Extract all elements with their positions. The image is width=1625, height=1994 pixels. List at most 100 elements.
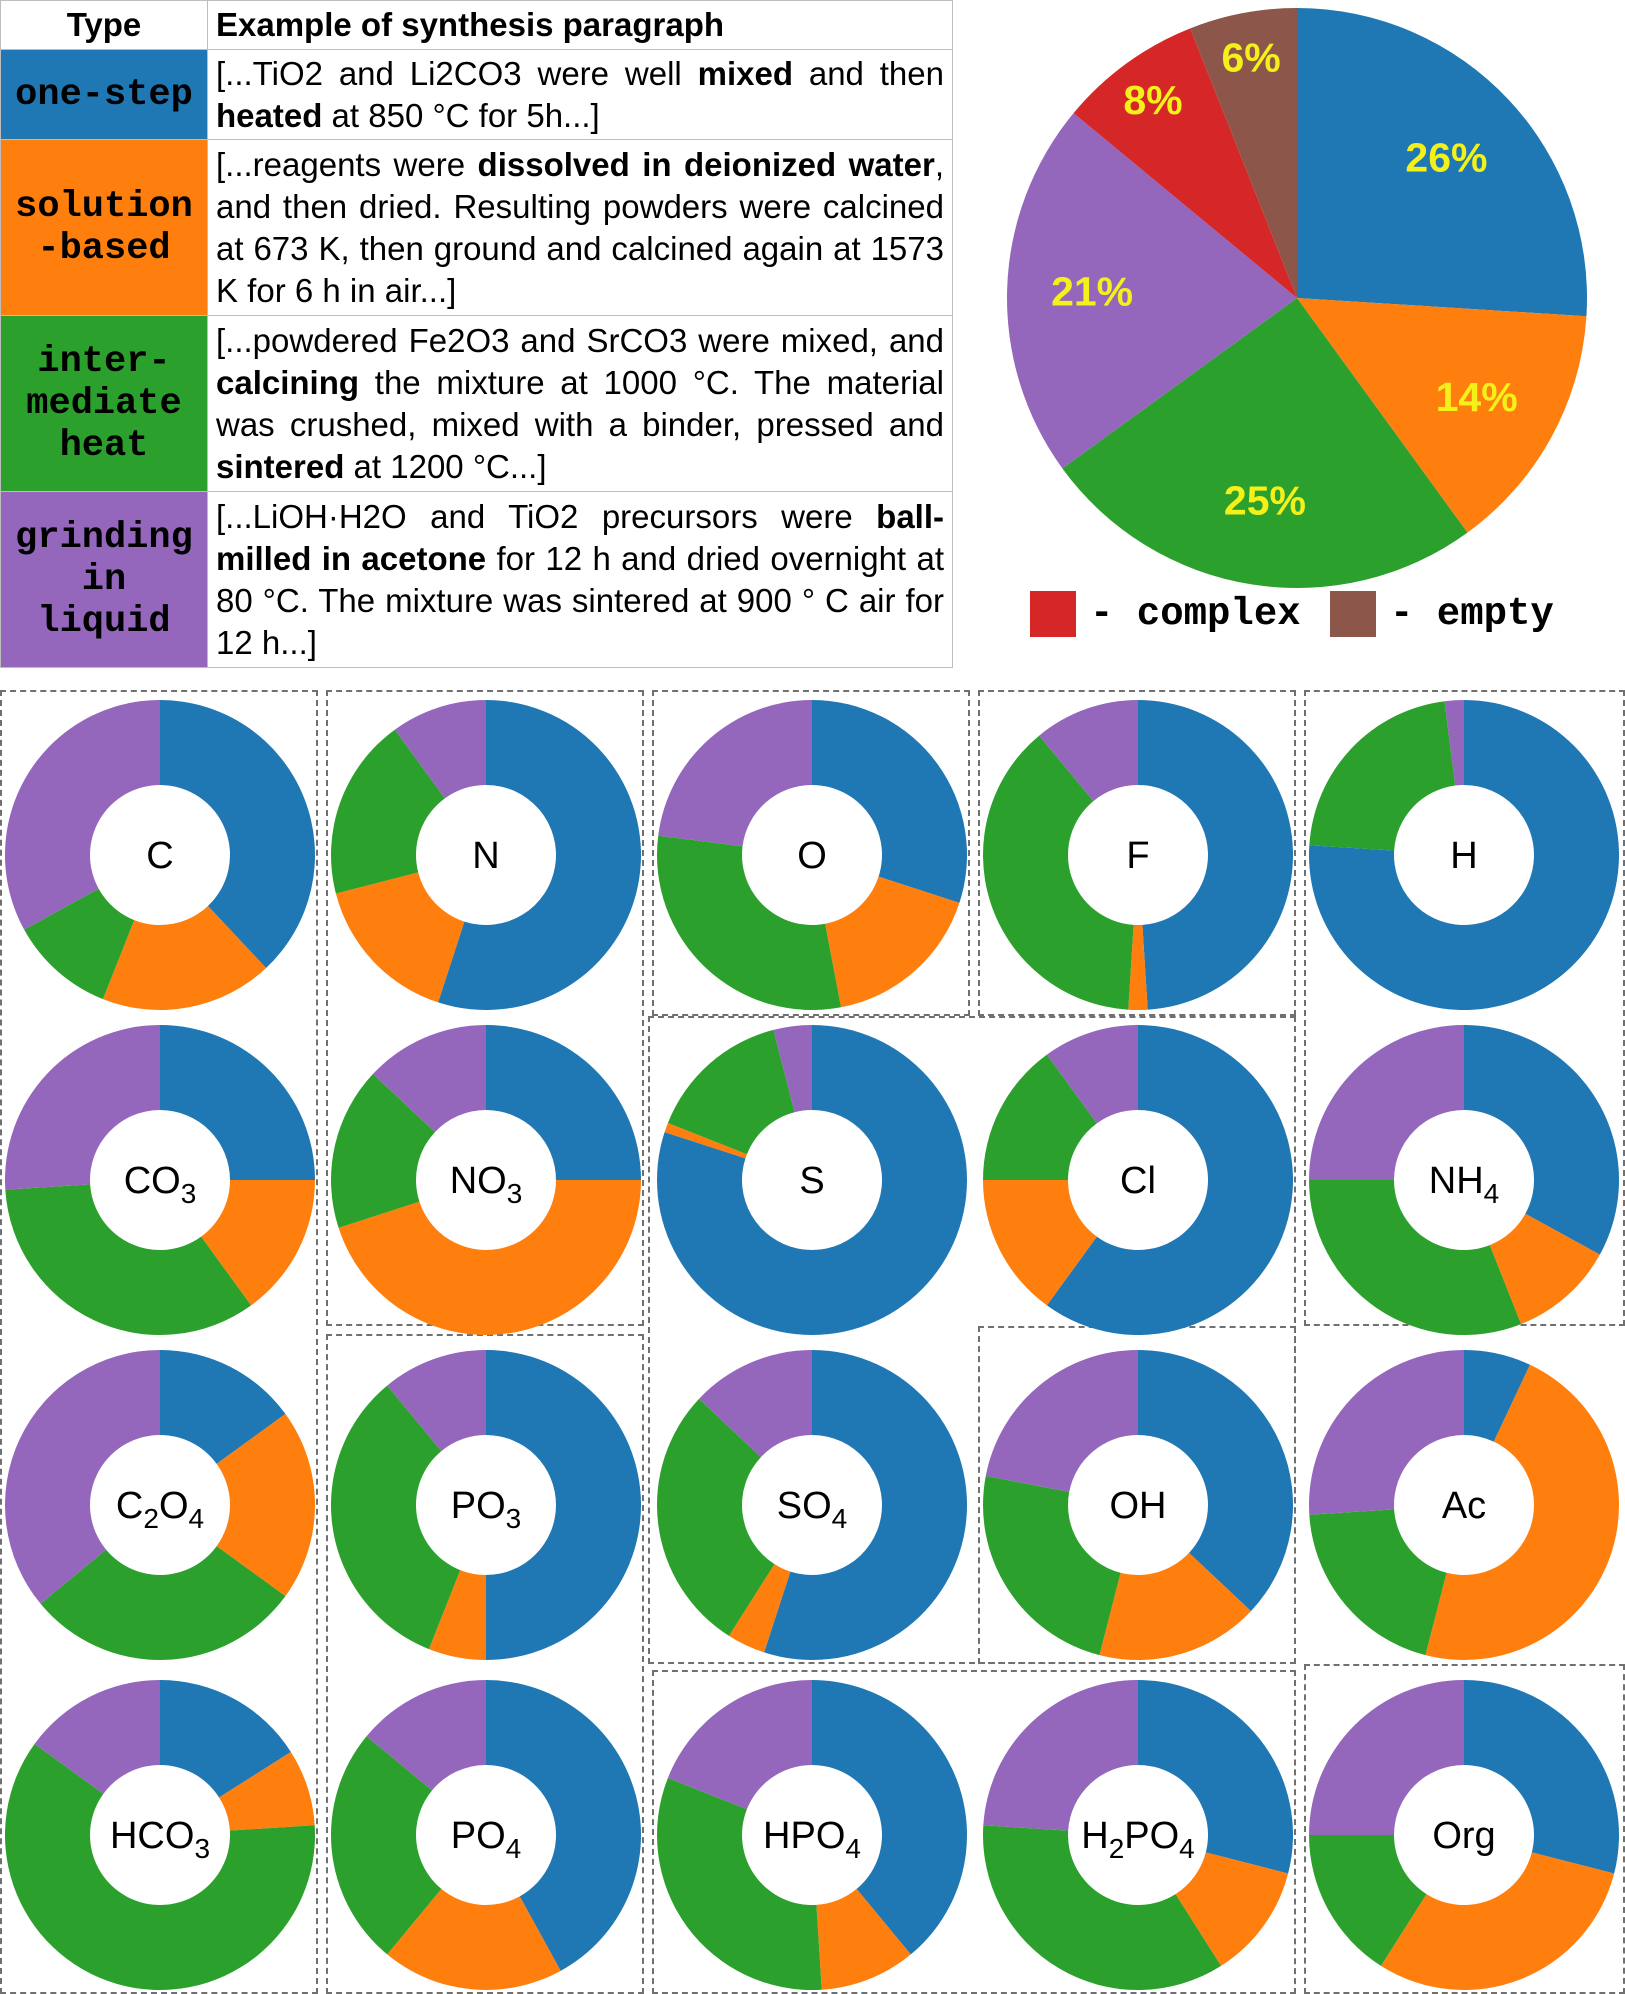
type-cell-intermediate-heat: inter- mediate heat [0,315,208,492]
donut-slice-grinding-in-liquid [773,1025,812,1113]
donut-slice-grinding-in-liquid [5,1350,160,1604]
donut-chart: Cl [983,1025,1294,1335]
donut-slice-one-step [1464,1025,1619,1255]
donut-label: NO3 [450,1160,523,1209]
pie-slice-grinding-in-liquid [1007,113,1297,469]
donut-label: Cl [1120,1160,1156,1202]
paragraph-text: and then [792,54,944,92]
donut-slice-one-step [812,700,967,903]
donut-label: SO4 [777,1485,847,1534]
donut-slice-one-step [160,1350,286,1464]
group-frame [652,1670,1296,1994]
donut-slice-grinding-in-liquid [1309,1680,1464,1835]
donut-slice-grinding-in-liquid [1039,700,1138,802]
legend-item-complex: - complex [1030,590,1301,638]
header-type: Type [0,0,208,50]
donut-slice-grinding-in-liquid [387,1350,486,1452]
type-cell-solution-based: solution -based [0,139,208,316]
donut-slice-one-step [1309,700,1619,1010]
donut-slice-solution-based [428,1570,486,1660]
donut-label: PO3 [451,1485,521,1534]
donut-slice-grinding-in-liquid [5,700,160,930]
donut-chart: NH4 [1309,1025,1619,1335]
donut-slice-grinding-in-liquid [699,1350,812,1458]
donut-label: Ac [1442,1485,1486,1527]
donut-slice-intermediate-heat [5,1743,316,1990]
donut-slice-solution-based [102,906,267,1010]
donut-slice-one-step [1138,1680,1293,1874]
donut-slice-intermediate-heat [1309,1835,1427,1966]
donut-label: H2PO4 [1081,1815,1195,1864]
donut-label: HCO3 [110,1815,210,1864]
donut-slice-solution-based [387,1888,561,1990]
donut-slice-one-step [1046,1025,1294,1335]
donut-slice-one-step [486,1680,641,1971]
paragraph-cell: [...LiOH·H2O and TiO2 precursors were ba… [207,491,953,668]
donut-slice-one-step [1464,1350,1530,1442]
pie-slice-label: 6% [1221,34,1280,80]
donut-chart: F [982,700,1294,1010]
donut-slice-grinding-in-liquid [667,1680,812,1810]
donut-chart: H2PO4 [983,1680,1293,1990]
group-frame [0,690,318,1994]
donut-slice-solution-based [335,872,465,1003]
donut-label: HPO4 [763,1815,861,1864]
donut-chart: HPO4 [656,1680,967,1990]
paragraph-text: at 1200 °C...] [344,447,547,485]
donut-label: H [1450,835,1477,877]
pie-slice-intermediate-heat [1062,298,1468,588]
donut-label: O [797,835,827,877]
donut-slice-intermediate-heat [331,1736,442,1955]
paragraph-text: the mixture at 1000 °C. The material was… [216,363,944,443]
donut-slice-intermediate-heat [40,1546,286,1660]
donut-slice-intermediate-heat [331,1073,435,1228]
donut-slice-intermediate-heat [983,1825,1222,1990]
donut-slice-solution-based [1380,1852,1615,1990]
donut-slice-solution-based [1489,1213,1600,1325]
paragraph-cell: [...reagents were dissolved in deionized… [207,139,953,316]
donut-slice-grinding-in-liquid [366,1680,486,1791]
donut-chart: PO4 [331,1680,641,1990]
donut-slice-intermediate-heat [982,735,1134,1010]
donut-slice-grinding-in-liquid [1309,1350,1464,1515]
legend: - complex - empty [1030,590,1590,640]
donut-slice-intermediate-heat [331,1385,461,1650]
paragraph-text: [...LiOH·H2O and TiO2 precursors were [216,497,877,535]
donut-slice-one-step [160,1025,315,1180]
donut-slice-grinding-in-liquid [983,1680,1138,1831]
donut-slice-intermediate-heat [657,1398,775,1636]
donut-chart: CO3 [4,1025,315,1335]
donut-slice-solution-based [983,1180,1097,1306]
donut-slice-grinding-in-liquid [373,1025,486,1133]
paragraph-text: [...TiO2 and Li2CO3 were well [216,54,698,92]
paragraph-bold-text: mixed [697,54,793,92]
legend-swatch-empty [1330,591,1376,637]
table-row: grinding in liquid [...LiOH·H2O and TiO2… [0,491,953,668]
donut-slice-one-step [160,1680,291,1798]
donut-slice-intermediate-heat [656,1777,822,1990]
donut-chart: Org [1309,1680,1619,1990]
donut-slice-one-step [438,700,641,1010]
donut-slice-solution-based [816,1888,911,1990]
pie-slice-label: 21% [1051,269,1133,315]
donut-chart: PO3 [331,1350,641,1660]
donut-slice-solution-based [1425,1364,1619,1660]
donut-slice-intermediate-heat [657,835,842,1010]
donut-slice-one-step [656,1025,967,1335]
paragraph-cell: [...powdered Fe2O3 and SrCO3 were mixed,… [207,315,953,492]
group-frame [978,690,1296,1016]
donut-slice-solution-based [338,1180,641,1335]
donut-chart: H [1309,700,1619,1010]
donut-label: CO3 [124,1160,197,1209]
donut-slice-solution-based [201,1180,315,1306]
paragraph-bold-text: ball-milled in acetone [216,497,944,577]
type-cell-one-step: one-step [0,49,208,140]
paragraph-text: at 850 °C for 5h...] [322,96,600,134]
legend-item-empty: - empty [1330,590,1554,638]
donut-slice-grinding-in-liquid [985,1350,1138,1492]
donut-chart: O [657,700,967,1010]
group-frame [1304,1664,1625,1994]
donut-slice-solution-based [216,1413,315,1597]
donut-slice-intermediate-heat [1309,1180,1522,1335]
